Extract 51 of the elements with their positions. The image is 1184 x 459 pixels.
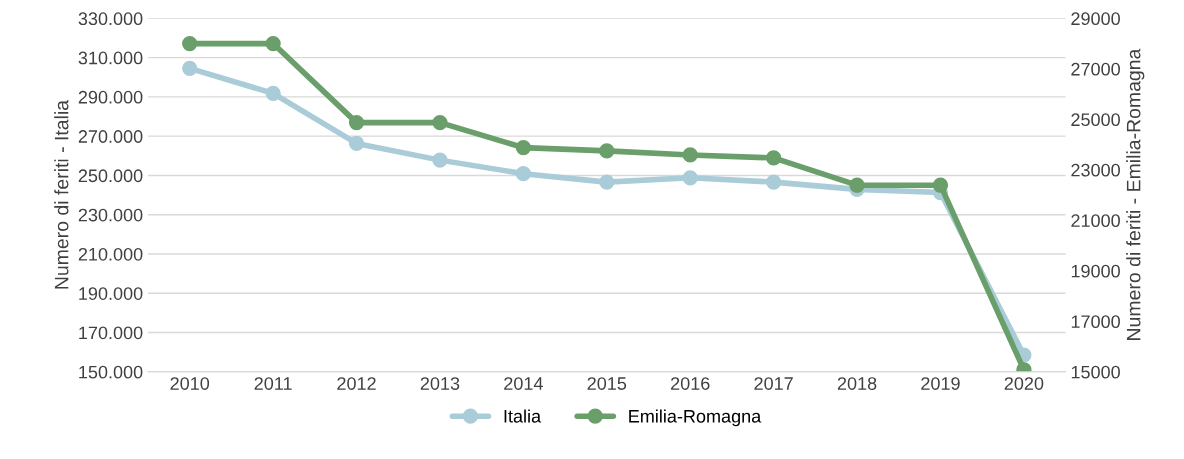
y2-tick-label: 17000 bbox=[1071, 315, 1120, 329]
point bbox=[265, 85, 281, 102]
x-tick-label: 2015 bbox=[587, 377, 627, 390]
y-tick-label: 250.000 bbox=[78, 169, 143, 183]
point bbox=[348, 135, 365, 152]
point bbox=[515, 166, 532, 182]
point bbox=[599, 174, 615, 190]
point bbox=[932, 177, 949, 193]
point bbox=[682, 147, 698, 163]
legend-label: Italia bbox=[504, 409, 542, 423]
y2-tick-label: 21000 bbox=[1071, 214, 1120, 228]
y-tick-label: 230.000 bbox=[78, 208, 143, 222]
y2-axis-title: Numero di feriti - Emilia-Romagna bbox=[1126, 48, 1145, 340]
point bbox=[515, 139, 532, 156]
point bbox=[265, 35, 281, 52]
y-tick-label: 170.000 bbox=[79, 326, 143, 340]
y2-tick-label: 15000 bbox=[1071, 365, 1120, 379]
y-tick-label: 150.000 bbox=[79, 365, 143, 379]
legend-label: Emilia-Romagna bbox=[629, 409, 762, 427]
point bbox=[432, 114, 448, 131]
x-tick-label: 2018 bbox=[837, 377, 877, 390]
y-tick-label: 310.000 bbox=[78, 51, 143, 65]
x-tick-label: 2020 bbox=[1004, 377, 1044, 390]
y-tick-label: 290.000 bbox=[78, 90, 143, 104]
point bbox=[432, 152, 448, 168]
y2-tick-label: 19000 bbox=[1071, 264, 1120, 278]
y-axis-title: Numero di feriti - Italia bbox=[54, 99, 69, 289]
y2-tick-label: 23000 bbox=[1071, 163, 1120, 177]
point bbox=[182, 35, 198, 52]
y2-tick-label: 25000 bbox=[1071, 113, 1120, 127]
x-tick-label: 2011 bbox=[254, 377, 292, 390]
y-tick-label: 210.000 bbox=[78, 247, 143, 261]
x-tick-label: 2013 bbox=[420, 377, 460, 390]
x-tick-label: 2012 bbox=[337, 377, 376, 390]
y2-tick-label: 29000 bbox=[1071, 12, 1120, 26]
y-tick-label: 190.000 bbox=[79, 287, 143, 300]
point bbox=[849, 177, 865, 193]
y-tick-label: 330.000 bbox=[78, 12, 143, 26]
x-tick-label: 2017 bbox=[754, 377, 793, 390]
point bbox=[182, 60, 198, 77]
x-tick-label: 2010 bbox=[170, 377, 210, 390]
x-tick-label: 2016 bbox=[671, 377, 710, 390]
y2-tick-label: 27000 bbox=[1071, 62, 1120, 76]
x-tick-label: 2014 bbox=[504, 377, 543, 390]
point bbox=[599, 143, 615, 159]
point bbox=[765, 150, 782, 166]
point bbox=[682, 170, 698, 186]
y-tick-label: 270.000 bbox=[78, 130, 143, 143]
x-tick-label: 2019 bbox=[921, 377, 960, 390]
point bbox=[765, 174, 782, 190]
point bbox=[348, 114, 365, 131]
